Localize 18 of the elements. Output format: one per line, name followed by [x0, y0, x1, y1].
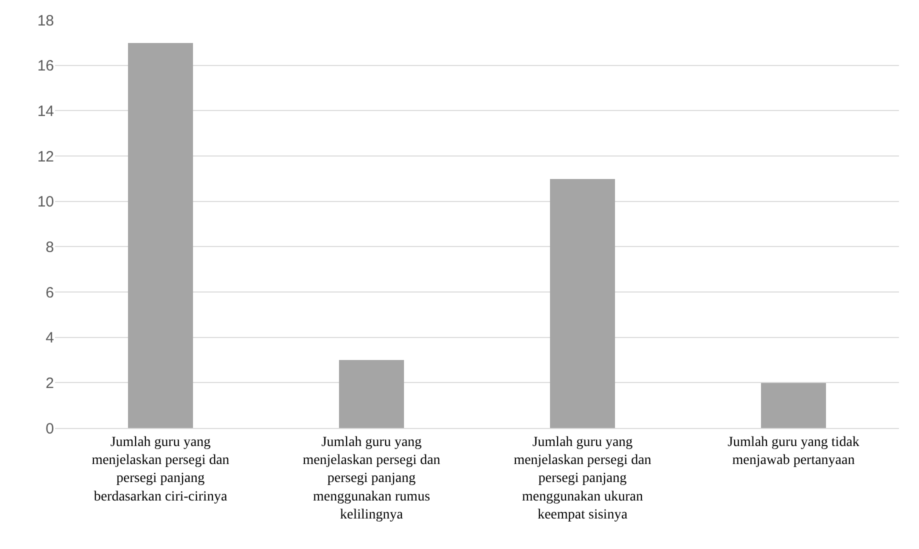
y-tick-label: 2 [46, 374, 54, 392]
y-tick-label: 10 [37, 194, 54, 211]
y-tick-label: 14 [37, 102, 54, 120]
y-tick-label: 4 [46, 330, 54, 347]
y-tick-label: 6 [46, 284, 54, 302]
bar [550, 179, 615, 428]
bar [761, 383, 826, 428]
y-tick-label: 0 [46, 420, 54, 438]
x-tick-label: Jumlah guru yang tidak menjawab pertanyaan [728, 434, 860, 468]
y-tick-label: 16 [37, 58, 54, 75]
y-tick-label: 12 [37, 148, 54, 166]
bar [339, 360, 404, 428]
x-tick-label: Jumlah guru yang menjelaskan persegi dan persegi panjang menggunakan rumus kelilingnya [302, 434, 440, 523]
x-tick-label: Jumlah guru yang menjelaskan persegi dan persegi panjang berdasarkan ciri-cirinya [92, 434, 230, 504]
y-tick-label: 18 [37, 12, 54, 30]
bar [128, 43, 193, 428]
x-tick-label: Jumlah guru yang menjelaskan persegi dan persegi panjang menggunakan ukuran keempat sisinya [514, 434, 652, 523]
y-tick-label: 8 [46, 238, 54, 256]
